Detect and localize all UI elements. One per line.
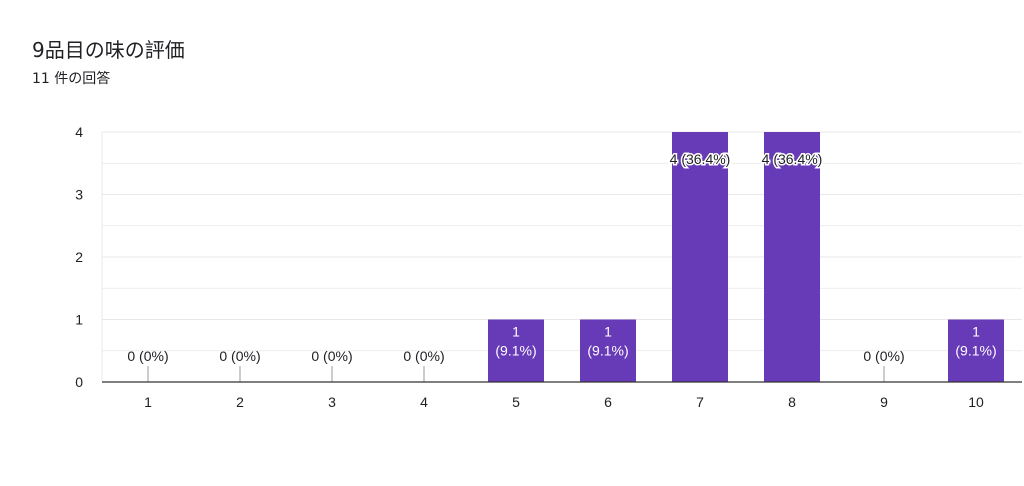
bars: 0 (0%) 0 (0%) 0 (0%) 0 (0%) 1 (9.1%) 1 (9.1%) 4 …: [127, 132, 1004, 382]
x-tick-label: 10: [968, 394, 984, 410]
bar: [580, 319, 636, 382]
x-tick-label: 8: [788, 394, 796, 410]
x-tick-label: 5: [512, 394, 520, 410]
bar: [488, 319, 544, 382]
y-tick-label: 2: [75, 249, 83, 265]
x-tick-label: 7: [696, 394, 704, 410]
y-tick-label: 0: [75, 374, 83, 390]
bar-data-label-percent: (9.1%): [587, 343, 628, 359]
bar-data-label: 0 (0%): [863, 348, 904, 364]
bar: [764, 132, 820, 382]
y-tick-label: 3: [75, 187, 83, 203]
bar-data-label: 0 (0%): [127, 348, 168, 364]
bar-data-label: 0 (0%): [311, 348, 352, 364]
x-tick-label: 3: [328, 394, 336, 410]
bar-data-label: 0 (0%): [403, 348, 444, 364]
bar-data-label: 1: [972, 324, 980, 340]
bar: [672, 132, 728, 382]
bar-data-label: 4 (36.4%): [762, 151, 823, 167]
bar-data-label: 1: [604, 324, 612, 340]
y-axis-ticks: 0 1 2 3 4: [75, 124, 83, 390]
x-tick-label: 4: [420, 394, 428, 410]
bar: [948, 319, 1004, 382]
chart-title: 9品目の味の評価: [32, 38, 185, 62]
bar-data-label: 0 (0%): [219, 348, 260, 364]
x-tick-label: 1: [144, 394, 152, 410]
bar-data-label-percent: (9.1%): [955, 343, 996, 359]
x-tick-label: 2: [236, 394, 244, 410]
gridlines: [101, 131, 1022, 382]
y-tick-label: 4: [75, 124, 83, 140]
x-tick-label: 6: [604, 394, 612, 410]
bar-data-label: 4 (36.4%): [670, 151, 731, 167]
response-count: 11 件の回答: [32, 71, 111, 87]
y-tick-label: 1: [75, 312, 83, 328]
bar-data-label-percent: (9.1%): [495, 343, 536, 359]
x-tick-label: 9: [880, 394, 888, 410]
bar-data-label: 1: [512, 324, 520, 340]
x-axis-ticks: 1 2 3 4 5 6 7 8 9 10: [144, 394, 984, 410]
